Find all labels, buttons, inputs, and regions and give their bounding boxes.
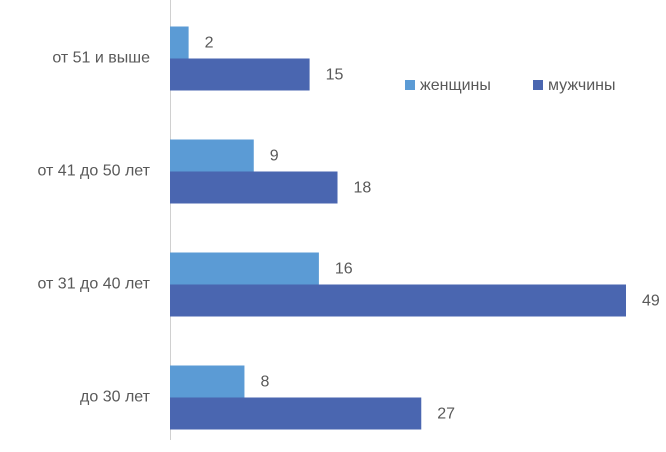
bar — [170, 252, 319, 285]
bar — [170, 171, 338, 204]
legend-swatch — [405, 80, 415, 90]
y-tick-label: от 31 до 40 лет — [37, 276, 150, 293]
y-tick-label: до 30 лет — [80, 389, 151, 406]
bar — [170, 139, 254, 172]
bar — [170, 284, 626, 317]
data-label: 18 — [354, 180, 372, 197]
y-tick-label: от 41 до 50 лет — [37, 163, 150, 180]
data-label: 9 — [270, 148, 279, 165]
legend-label: мужчины — [548, 77, 616, 94]
legend-label: женщины — [420, 77, 491, 94]
data-label: 8 — [260, 374, 269, 391]
data-label: 27 — [437, 406, 455, 423]
y-tick-label: от 51 и выше — [52, 50, 150, 67]
data-label: 15 — [326, 67, 344, 84]
bar — [170, 26, 189, 59]
data-label: 2 — [205, 35, 214, 52]
bar — [170, 397, 422, 430]
data-label: 49 — [642, 293, 660, 310]
legend-swatch — [533, 80, 543, 90]
bar — [170, 365, 245, 398]
data-label: 16 — [335, 261, 353, 278]
bar — [170, 58, 310, 91]
